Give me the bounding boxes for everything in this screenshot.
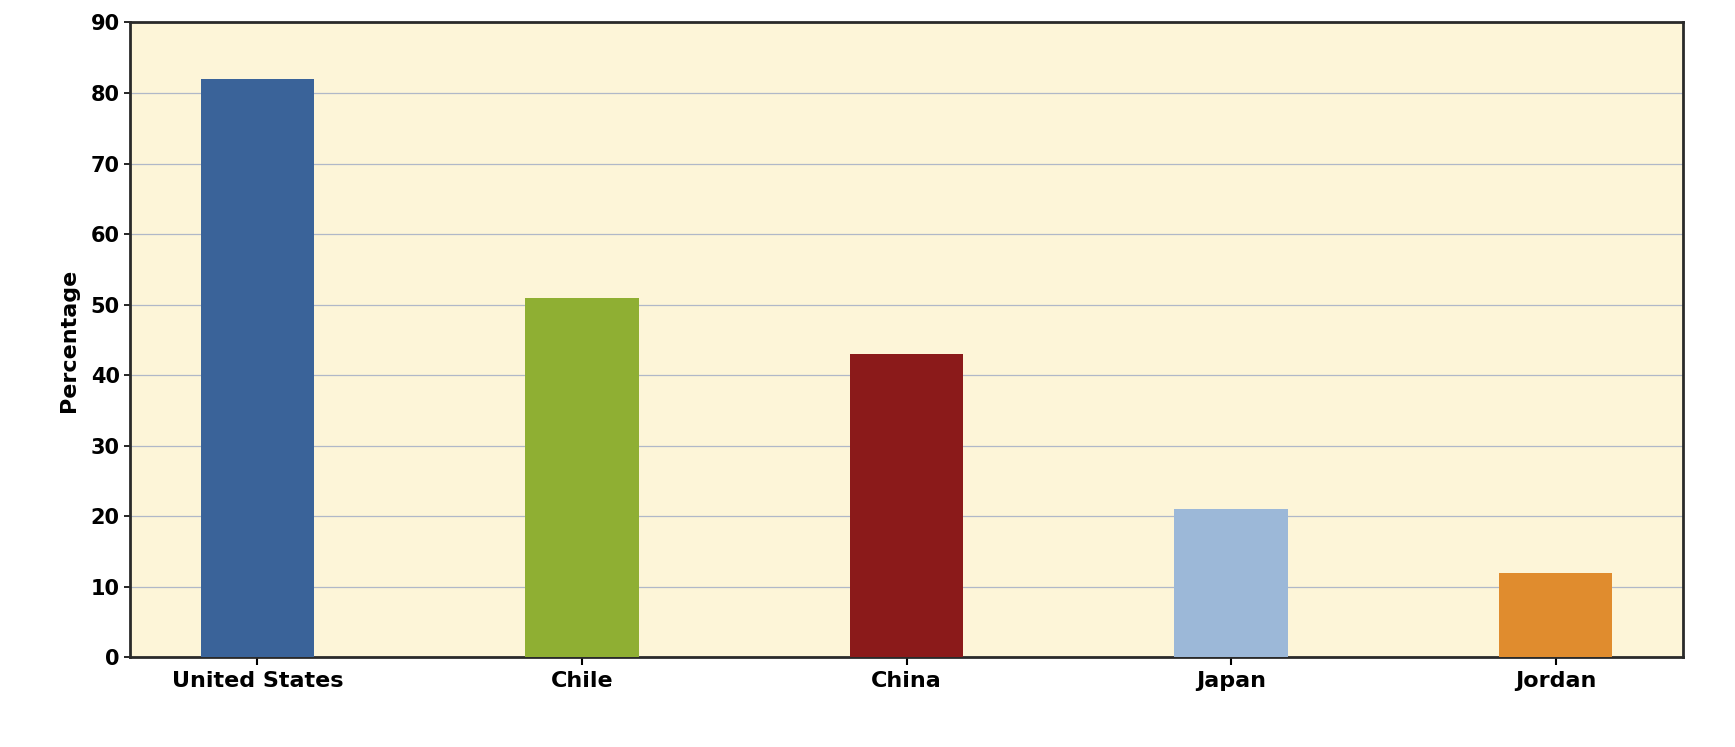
Bar (526, 297, 638, 657)
Bar (850, 354, 963, 657)
Bar (1499, 573, 1612, 657)
Bar (1175, 509, 1287, 657)
Y-axis label: Percentage: Percentage (59, 268, 80, 412)
Bar (201, 79, 314, 657)
